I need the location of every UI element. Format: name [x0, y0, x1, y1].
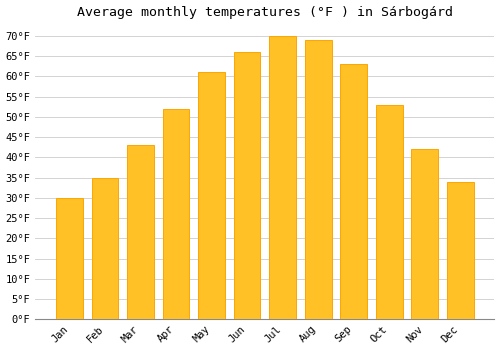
Bar: [92, 178, 118, 319]
Bar: [163, 109, 190, 319]
Bar: [234, 52, 260, 319]
Bar: [305, 40, 332, 319]
Bar: [56, 198, 83, 319]
Bar: [412, 149, 438, 319]
Title: Average monthly temperatures (°F ) in Sárbogárd: Average monthly temperatures (°F ) in Sá…: [77, 6, 453, 19]
Bar: [128, 145, 154, 319]
Bar: [198, 72, 225, 319]
Bar: [376, 105, 402, 319]
Bar: [447, 182, 473, 319]
Bar: [340, 64, 367, 319]
Bar: [270, 36, 296, 319]
